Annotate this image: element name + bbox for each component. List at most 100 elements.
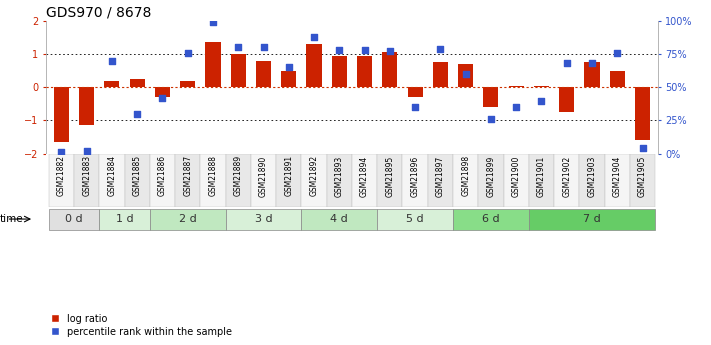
Text: GSM21888: GSM21888 (208, 155, 218, 196)
Text: GSM21900: GSM21900 (512, 155, 520, 197)
Bar (579, 154, 604, 207)
Point (611, 50, 623, 56)
Text: GSM21902: GSM21902 (562, 155, 571, 197)
Bar (453, 209, 529, 230)
Text: GSM21883: GSM21883 (82, 155, 91, 196)
Text: GSM21891: GSM21891 (284, 155, 293, 196)
Point (182, 50, 193, 56)
Bar (256, 61, 271, 87)
Text: GSM21885: GSM21885 (133, 155, 141, 196)
Text: time: time (0, 214, 23, 224)
Bar (458, 64, 474, 87)
Point (208, 19, 219, 25)
Bar (230, 54, 246, 87)
Point (460, 71, 471, 77)
Text: GSM21898: GSM21898 (461, 155, 470, 196)
Text: GSM21899: GSM21899 (486, 155, 496, 197)
Bar (124, 154, 150, 207)
Text: GSM21886: GSM21886 (158, 155, 167, 196)
Bar (105, 81, 119, 87)
Bar (508, 86, 524, 87)
Bar (306, 44, 321, 87)
Bar (79, 87, 95, 126)
Text: GDS970 / 8678: GDS970 / 8678 (46, 6, 151, 20)
Bar (584, 62, 599, 87)
Point (156, 95, 168, 101)
Text: 0 d: 0 d (65, 214, 82, 224)
Point (106, 58, 117, 63)
Bar (529, 209, 655, 230)
Bar (225, 154, 251, 207)
Bar (378, 209, 453, 230)
Bar (129, 79, 145, 87)
Point (637, 146, 648, 151)
Bar (205, 42, 220, 87)
Text: GSM21884: GSM21884 (107, 155, 117, 196)
Bar (428, 154, 453, 207)
Text: GSM21901: GSM21901 (537, 155, 546, 197)
Bar (100, 209, 150, 230)
Bar (150, 209, 225, 230)
Bar (503, 154, 529, 207)
Text: GSM21894: GSM21894 (360, 155, 369, 197)
Point (55, 150, 67, 155)
Text: 4 d: 4 d (331, 214, 348, 224)
Text: GSM21892: GSM21892 (309, 155, 319, 196)
Point (485, 116, 496, 122)
Bar (201, 154, 225, 207)
Bar (357, 56, 372, 87)
Point (309, 34, 320, 39)
Point (283, 65, 294, 70)
Bar (100, 154, 124, 207)
Text: GSM21889: GSM21889 (234, 155, 242, 196)
Text: GSM21893: GSM21893 (335, 155, 344, 197)
Bar (281, 71, 296, 87)
Bar (604, 154, 630, 207)
Bar (483, 87, 498, 107)
Bar (479, 154, 503, 207)
Point (132, 111, 143, 117)
Text: GSM21903: GSM21903 (587, 155, 597, 197)
Bar (74, 154, 100, 207)
Bar (276, 154, 301, 207)
Text: GSM21896: GSM21896 (411, 155, 419, 197)
Point (258, 45, 269, 50)
Legend: log ratio, percentile rank within the sample: log ratio, percentile rank within the sa… (51, 314, 232, 337)
Text: 6 d: 6 d (482, 214, 500, 224)
Bar (402, 154, 428, 207)
Bar (155, 87, 170, 97)
Bar (150, 154, 175, 207)
Text: GSM21905: GSM21905 (638, 155, 647, 197)
Bar (175, 154, 201, 207)
Bar (529, 154, 554, 207)
Bar (635, 87, 650, 140)
Bar (301, 209, 378, 230)
Bar (453, 154, 479, 207)
Text: GSM21897: GSM21897 (436, 155, 445, 197)
Point (434, 46, 446, 51)
Bar (352, 154, 378, 207)
Bar (49, 209, 100, 230)
Text: GSM21882: GSM21882 (57, 155, 66, 196)
Point (536, 98, 547, 103)
Point (384, 49, 395, 54)
Bar (301, 154, 326, 207)
Text: GSM21904: GSM21904 (613, 155, 621, 197)
Text: GSM21890: GSM21890 (259, 155, 268, 197)
Bar (433, 62, 448, 87)
Bar (180, 81, 196, 87)
Bar (49, 154, 74, 207)
Text: GSM21887: GSM21887 (183, 155, 192, 196)
Bar (251, 154, 276, 207)
Text: 3 d: 3 d (255, 214, 272, 224)
Point (587, 60, 598, 66)
Text: 2 d: 2 d (179, 214, 196, 224)
Text: 5 d: 5 d (406, 214, 424, 224)
Point (410, 105, 421, 110)
Text: 1 d: 1 d (116, 214, 134, 224)
Text: GSM21895: GSM21895 (385, 155, 395, 197)
Bar (326, 154, 352, 207)
Bar (534, 86, 549, 87)
Bar (554, 154, 579, 207)
Point (333, 47, 345, 53)
